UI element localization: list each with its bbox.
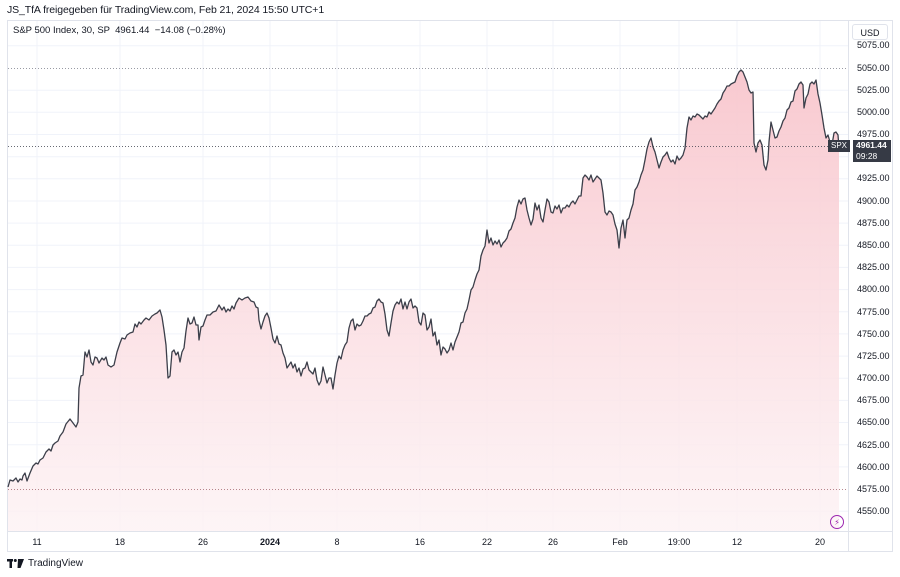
time-tick: Feb (612, 537, 628, 547)
last-price-value: 4961.44 (856, 140, 887, 150)
price-tick: 4650.00 (857, 417, 890, 427)
chart-pane[interactable] (7, 20, 893, 552)
tradingview-footer: TradingView (7, 558, 83, 569)
price-tick: 4775.00 (857, 307, 890, 317)
price-tick: 4800.00 (857, 284, 890, 294)
series-legend[interactable]: S&P 500 Index, 30, SP 4961.44 −14.08 (−0… (13, 25, 226, 36)
time-tick: 26 (548, 537, 558, 547)
price-tick: 4850.00 (857, 240, 890, 250)
last-price-tag: 4961.44 09:28 (853, 140, 891, 162)
currency-button[interactable]: USD (852, 24, 888, 40)
time-tick: 26 (198, 537, 208, 547)
price-tick: 4975.00 (857, 129, 890, 139)
price-tick: 4825.00 (857, 262, 890, 272)
price-tick: 4900.00 (857, 196, 890, 206)
time-tick: 18 (115, 537, 125, 547)
time-tick: 19:00 (668, 537, 691, 547)
price-tick: 4575.00 (857, 484, 890, 494)
price-tick: 4600.00 (857, 462, 890, 472)
price-tick: 4925.00 (857, 173, 890, 183)
time-tick: 22 (482, 537, 492, 547)
tradingview-logo-icon (7, 559, 24, 568)
price-line (7, 69, 840, 488)
bar-countdown: 09:28 (856, 150, 878, 161)
symbol-label-tag: SPX (828, 140, 850, 152)
price-area-fill (8, 70, 839, 531)
brand-name: TradingView (28, 558, 84, 569)
price-tick: 4550.00 (857, 506, 890, 516)
lightning-bolt-icon[interactable]: ⚡ (830, 515, 844, 529)
price-tick: 4675.00 (857, 395, 890, 405)
time-tick: 20 (815, 537, 825, 547)
time-tick-year: 2024 (260, 537, 280, 547)
price-tick: 4700.00 (857, 373, 890, 383)
time-axis[interactable]: 11 18 26 2024 8 16 22 26 Feb 19:00 12 20 (32, 537, 825, 547)
price-tick: 5025.00 (857, 85, 890, 95)
price-axis[interactable]: 5075.00 5050.00 5025.00 5000.00 4975.00 … (857, 40, 890, 516)
share-attribution: JS_TfA freigegeben für TradingView.com, … (7, 4, 325, 16)
price-tick: 4625.00 (857, 440, 890, 450)
price-tick: 5050.00 (857, 63, 890, 73)
price-tick: 4725.00 (857, 351, 890, 361)
time-tick: 8 (334, 537, 339, 547)
price-tick: 4750.00 (857, 329, 890, 339)
price-tick: 4875.00 (857, 218, 890, 228)
time-tick: 16 (415, 537, 425, 547)
time-tick: 12 (732, 537, 742, 547)
time-tick: 11 (32, 537, 41, 547)
price-tick: 5000.00 (857, 107, 890, 117)
price-tick: 5075.00 (857, 40, 890, 50)
